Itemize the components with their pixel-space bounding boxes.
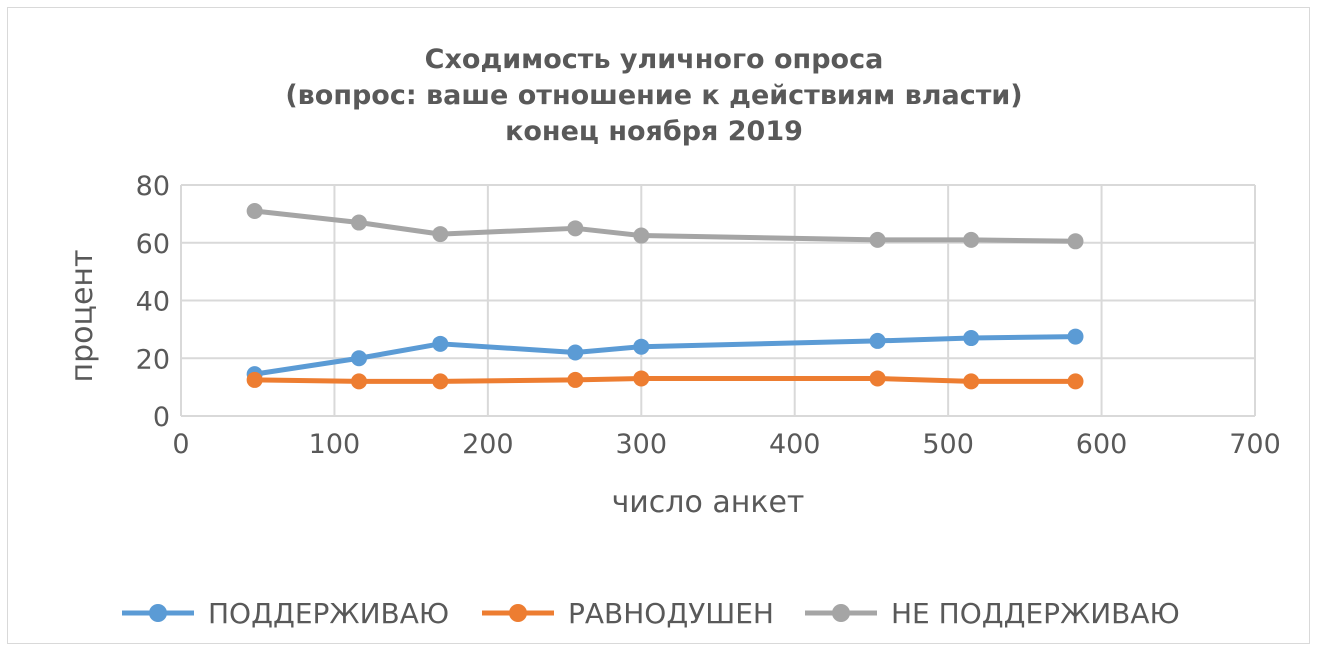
x-tick-label: 700 [1229, 429, 1281, 460]
y-axis-tick-labels: 0 20 40 60 80 [136, 171, 170, 433]
y-tick-label: 0 [153, 402, 170, 433]
data-point [1067, 233, 1084, 250]
chart-title: Сходимость уличного опроса (вопрос: ваше… [285, 44, 1022, 147]
data-point [963, 231, 980, 248]
data-point [963, 330, 980, 347]
chart-frame [7, 7, 1310, 644]
x-tick-label: 400 [769, 429, 821, 460]
series-2 [246, 202, 1084, 250]
series-0 [246, 328, 1084, 383]
data-point [567, 220, 584, 237]
data-point [350, 350, 367, 367]
y-axis-title: процент [65, 250, 100, 383]
y-tick-label: 60 [136, 229, 170, 260]
data-point [432, 373, 449, 390]
data-point [350, 214, 367, 231]
data-point [869, 370, 886, 387]
data-point [1067, 328, 1084, 345]
data-point [1067, 373, 1084, 390]
data-point [246, 371, 263, 388]
data-point [432, 335, 449, 352]
series-line [252, 375, 1078, 384]
legend-marker [149, 604, 167, 622]
series-line [252, 334, 1078, 377]
x-tick-label: 300 [616, 429, 668, 460]
series-1 [246, 370, 1084, 390]
chart-title-line-2: (вопрос: ваше отношение к действиям влас… [285, 80, 1022, 111]
y-tick-label: 40 [136, 287, 170, 318]
legend-label: НЕ ПОДДЕРЖИВАЮ [891, 597, 1180, 630]
legend-marker [832, 604, 850, 622]
data-point [432, 226, 449, 243]
data-point [567, 344, 584, 361]
x-tick-label: 500 [922, 429, 974, 460]
x-tick-label: 100 [309, 429, 361, 460]
x-axis-tick-labels: 0 100 200 300 400 500 600 700 [172, 429, 1280, 460]
data-point [246, 202, 263, 219]
y-tick-label: 20 [136, 344, 170, 375]
legend-marker [509, 604, 527, 622]
data-point [567, 371, 584, 388]
legend-label: РАВНОДУШЕН [568, 597, 774, 630]
series-line [252, 208, 1078, 244]
data-point [633, 338, 650, 355]
data-point [869, 231, 886, 248]
legend-item-0: ПОДДЕРЖИВАЮ [122, 597, 449, 630]
data-point [869, 332, 886, 349]
legend-item-1: РАВНОДУШЕН [482, 597, 774, 630]
data-point [633, 370, 650, 387]
data-series [246, 202, 1084, 390]
data-point [963, 373, 980, 390]
legend: ПОДДЕРЖИВАЮ РАВНОДУШЕН НЕ ПОДДЕРЖИВАЮ [122, 597, 1180, 630]
x-tick-label: 200 [462, 429, 514, 460]
x-axis-title: число анкет [612, 485, 805, 520]
legend-item-2: НЕ ПОДДЕРЖИВАЮ [805, 597, 1180, 630]
legend-label: ПОДДЕРЖИВАЮ [208, 597, 449, 630]
chart-title-line-3: конец ноября 2019 [505, 116, 803, 147]
x-tick-label: 0 [172, 429, 189, 460]
data-point [350, 373, 367, 390]
data-point [633, 227, 650, 244]
x-tick-label: 600 [1076, 429, 1128, 460]
chart-title-line-1: Сходимость уличного опроса [425, 44, 884, 75]
y-tick-label: 80 [136, 171, 170, 202]
